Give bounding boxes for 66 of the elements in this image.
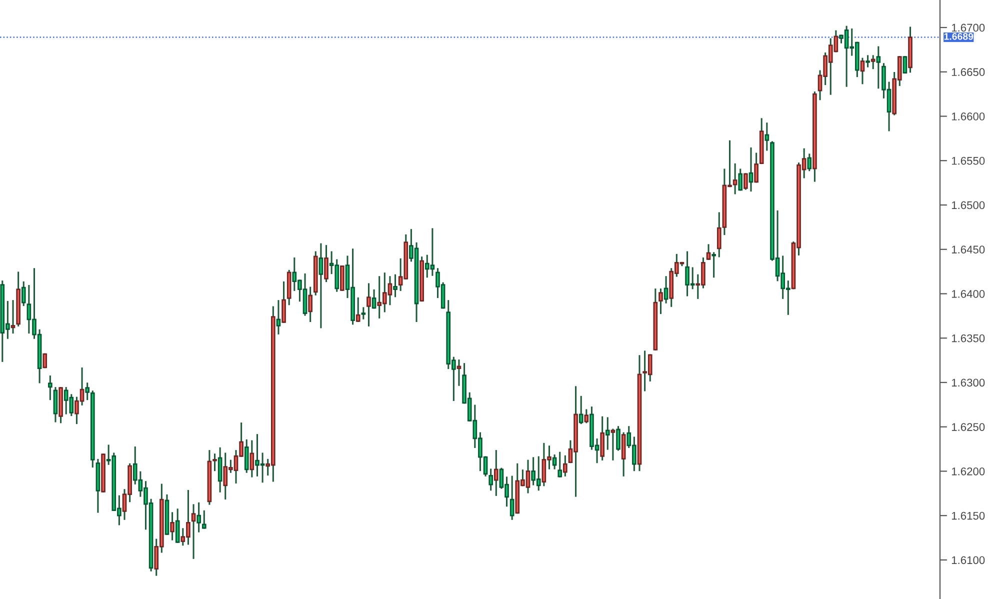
candlestick [10,300,16,334]
candlestick [658,288,663,314]
candlestick [53,387,58,422]
candlestick [738,168,743,191]
candlestick [372,289,376,309]
candlestick [860,58,865,84]
candlestick [318,243,324,328]
y-tick-label: 1.6400 [952,290,985,298]
y-tick-label: 1.6550 [952,156,985,165]
candlestick [510,476,514,520]
candlestick [356,297,360,322]
candlestick [202,510,206,529]
candlestick [191,504,196,559]
candlestick [250,440,254,478]
candlestick [48,375,52,400]
candlestick [175,508,180,543]
candlestick [578,396,584,424]
y-tick-label: 1.6350 [952,334,985,342]
candlestick [488,468,493,491]
candlestick [324,245,328,282]
candlestick [558,452,562,478]
y-tick-label: 1.6500 [952,201,985,210]
candlestick [494,450,498,496]
candlestick [600,416,604,460]
candlestick [393,274,398,298]
candlestick [744,173,748,190]
candlestick [340,265,344,291]
candlestick [870,55,876,70]
y-tick-label: 1.6250 [952,423,985,431]
candlestick [664,276,668,304]
candlestick [276,300,281,334]
candlestick [610,428,616,460]
candlestick [308,286,312,322]
candlestick [361,307,366,320]
candlestick [218,447,222,492]
candlestick [170,512,174,540]
candlestick [764,122,770,151]
candlestick [748,147,754,192]
y-tick-label: 1.6700 [952,24,985,32]
candlestick [605,417,610,450]
candlestick [616,426,620,451]
candlestick [706,244,711,260]
candlestick [21,281,26,306]
candlestick [563,455,568,476]
candlestick [807,154,812,172]
candlestick [244,439,249,473]
y-tick-label: 1.6600 [952,112,985,120]
candlestick [621,432,626,476]
candlestick [712,252,716,278]
candlestick [902,56,908,74]
y-tick-label: 1.6200 [952,467,985,476]
candlestick [552,454,557,470]
candlestick [866,55,870,68]
y-tick-label: 1.6100 [952,556,985,564]
candlestick [876,46,881,89]
ref-line-label: 1.6689 [944,32,974,40]
candlestick [42,353,48,368]
candlestick [456,360,462,386]
y-tick-label: 1.6650 [952,68,985,76]
y-tick-label: 1.6450 [952,246,985,254]
y-tick-label: 1.6150 [952,512,985,520]
candlestick [282,281,286,323]
y-tick-label: 1.6300 [952,378,985,387]
candlestick [196,502,201,532]
candlestick [584,409,589,424]
candlestick [366,283,371,326]
